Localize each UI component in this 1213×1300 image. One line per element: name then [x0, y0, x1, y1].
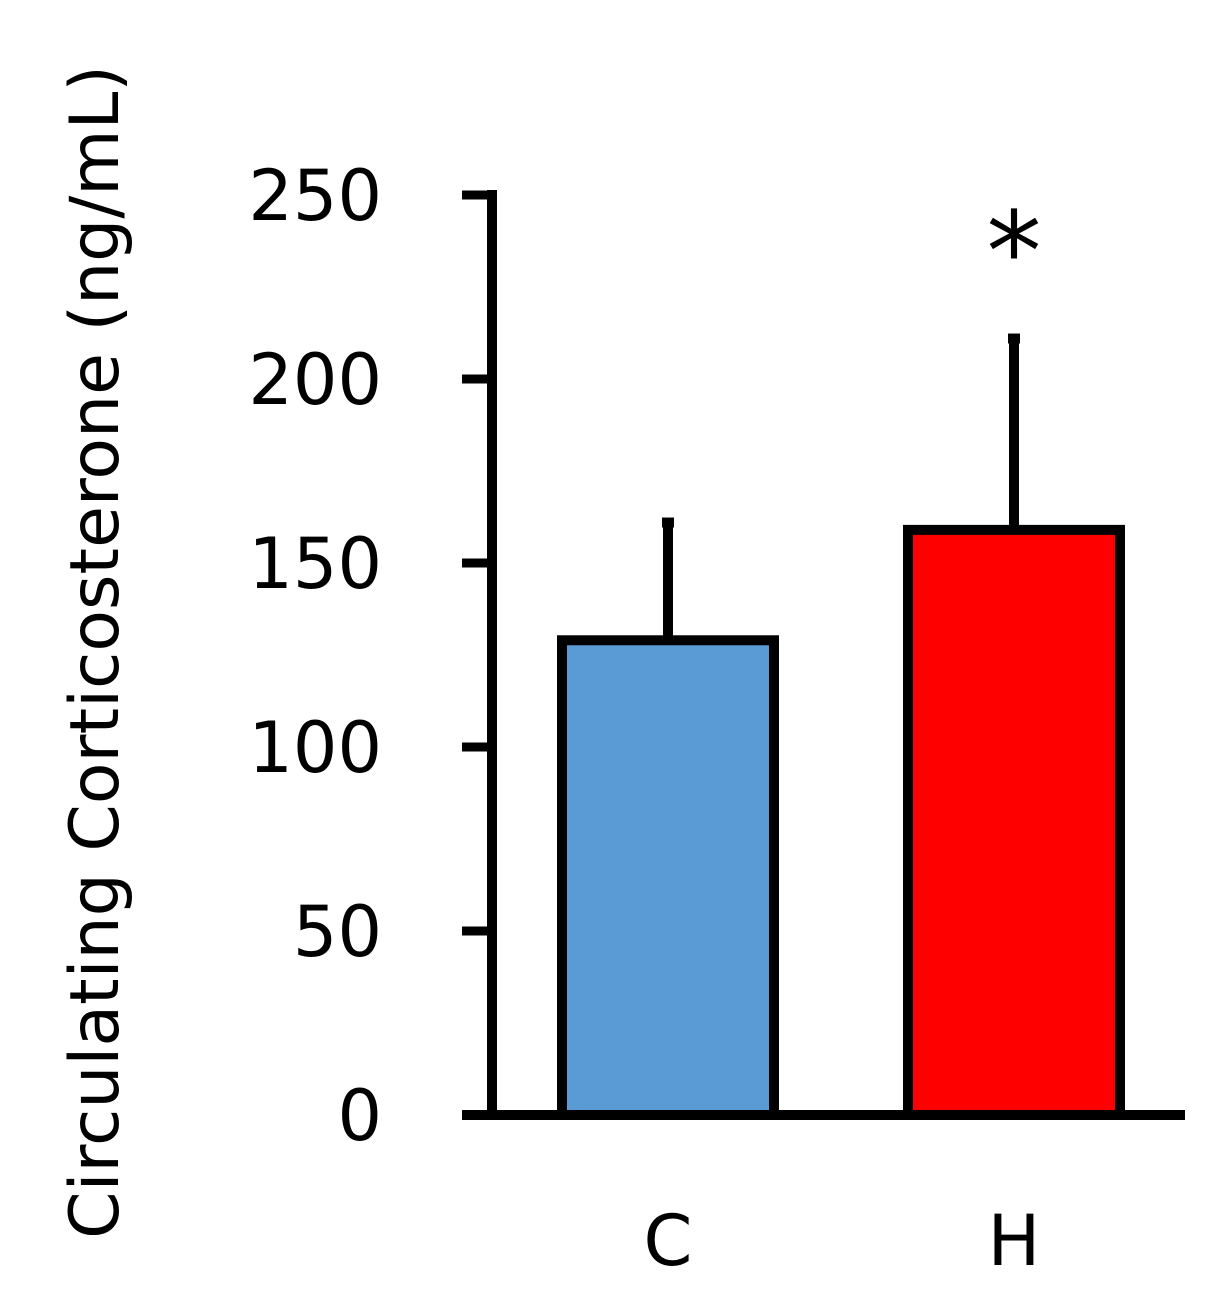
- bar-c: [557, 635, 779, 1121]
- y-tick-label: 200: [248, 339, 382, 421]
- y-tick-label: 250: [248, 155, 382, 237]
- bar-h: [903, 524, 1125, 1120]
- category-label: H: [988, 1200, 1041, 1282]
- error-bar-group: [662, 333, 1020, 641]
- category-label: C: [644, 1200, 693, 1282]
- y-tick-label: 0: [337, 1075, 382, 1157]
- annotation-group: *: [987, 188, 1042, 316]
- y-tick-label: 150: [248, 523, 382, 605]
- y-tick-label: 100: [248, 707, 382, 789]
- y-tick-group: 0 50 100 150 200 250: [248, 155, 492, 1157]
- axes-group: [462, 190, 1185, 1120]
- y-axis-label: Circulating Corticosterone (ng/mL): [56, 65, 135, 1239]
- y-tick-label: 50: [293, 891, 382, 973]
- significance-asterisk: *: [987, 188, 1042, 316]
- bars-group: [557, 524, 1125, 1121]
